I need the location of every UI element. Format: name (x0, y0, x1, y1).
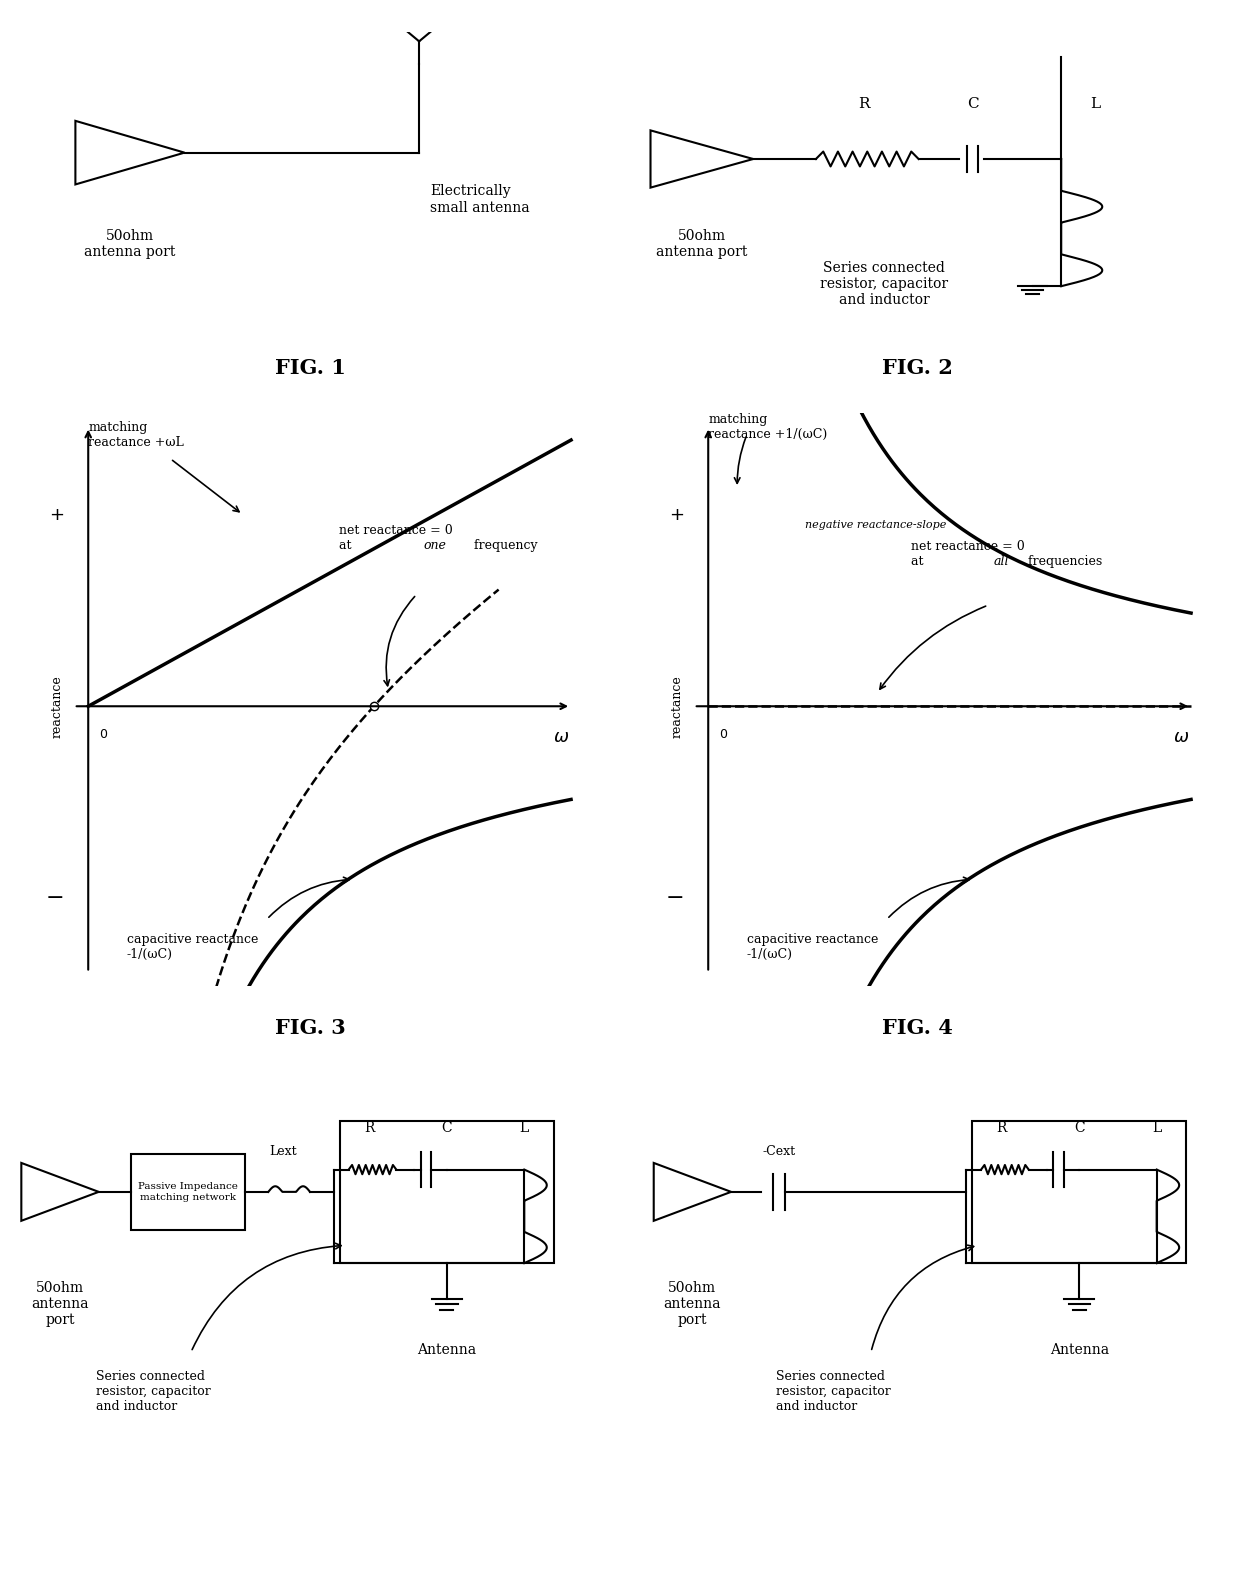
Text: 50ohm
antenna port: 50ohm antenna port (84, 229, 176, 259)
Bar (131, 1154, 244, 1229)
Text: FIG. 2: FIG. 2 (882, 358, 954, 378)
Text: 0: 0 (99, 728, 107, 741)
Text: reactance: reactance (671, 674, 683, 738)
Text: capacitive reactance
-1/(ωC): capacitive reactance -1/(ωC) (746, 933, 878, 960)
Text: reactance: reactance (51, 674, 63, 738)
Text: C: C (967, 97, 978, 111)
Text: matching
reactance +1/(ωC): matching reactance +1/(ωC) (708, 413, 827, 442)
Text: C: C (441, 1121, 453, 1135)
Bar (340, 1121, 554, 1262)
Text: FIG. 3: FIG. 3 (274, 1018, 346, 1038)
Text: Electrically
small antenna: Electrically small antenna (430, 184, 529, 215)
Text: +: + (670, 506, 684, 523)
Text: matching
reactance +ωL: matching reactance +ωL (88, 421, 184, 450)
Text: −: − (46, 887, 64, 908)
Text: ω: ω (554, 728, 569, 746)
Text: L: L (1090, 97, 1100, 111)
Text: Lext: Lext (269, 1145, 298, 1159)
Text: 50ohm
antenna port: 50ohm antenna port (656, 229, 748, 259)
Text: FIG. 4: FIG. 4 (882, 1018, 954, 1038)
Text: net reactance = 0
at: net reactance = 0 at (911, 541, 1024, 568)
Text: frequencies: frequencies (1024, 555, 1102, 568)
Text: Antenna: Antenna (1050, 1344, 1109, 1358)
Text: frequency: frequency (470, 539, 537, 552)
Text: one: one (424, 539, 446, 552)
Text: +: + (50, 506, 64, 523)
Text: 0: 0 (719, 728, 727, 741)
Text: Series connected
resistor, capacitor
and inductor: Series connected resistor, capacitor and… (776, 1371, 890, 1414)
Text: 50ohm
antenna
port: 50ohm antenna port (31, 1282, 89, 1328)
Text: -Cext: -Cext (763, 1145, 795, 1159)
Text: net reactance = 0
at: net reactance = 0 at (340, 523, 453, 552)
Text: FIG. 1: FIG. 1 (274, 358, 346, 378)
Text: Series connected
resistor, capacitor
and inductor: Series connected resistor, capacitor and… (821, 261, 949, 307)
Text: ω: ω (1174, 728, 1189, 746)
Text: Series connected
resistor, capacitor
and inductor: Series connected resistor, capacitor and… (95, 1371, 211, 1414)
Text: C: C (1074, 1121, 1085, 1135)
Text: R: R (997, 1121, 1007, 1135)
Bar (972, 1121, 1187, 1262)
Text: capacitive reactance
-1/(ωC): capacitive reactance -1/(ωC) (126, 933, 258, 960)
Text: all: all (993, 555, 1008, 568)
Text: Antenna: Antenna (418, 1344, 476, 1358)
Text: 50ohm
antenna
port: 50ohm antenna port (663, 1282, 722, 1328)
Text: −: − (666, 887, 684, 908)
Text: R: R (858, 97, 870, 111)
Text: L: L (520, 1121, 529, 1135)
Text: R: R (365, 1121, 374, 1135)
Text: L: L (1152, 1121, 1162, 1135)
Text: negative reactance-slope: negative reactance-slope (805, 520, 946, 529)
Text: Passive Impedance
matching network: Passive Impedance matching network (138, 1181, 238, 1202)
